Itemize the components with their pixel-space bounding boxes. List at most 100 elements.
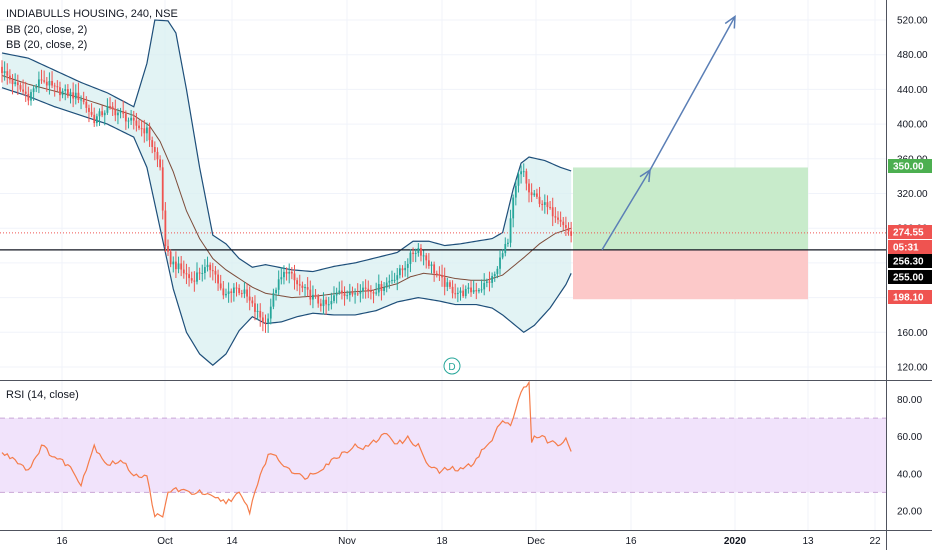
dividend-marker[interactable]: D [443, 357, 461, 375]
candle-body [309, 289, 312, 300]
candle-body [77, 92, 80, 101]
candle-body [333, 295, 335, 302]
candle-body [338, 290, 341, 293]
rsi-line [1, 380, 572, 518]
long-position-tool[interactable] [0, 167, 886, 300]
candle-body [30, 92, 32, 101]
candle-body [203, 267, 206, 273]
candle-body [196, 272, 198, 282]
time-tick-label: 14 [226, 536, 238, 547]
candle-body [69, 92, 72, 97]
candle-body [40, 79, 43, 81]
rsi-legend[interactable]: RSI (14, close) [6, 389, 79, 401]
candle-body [564, 225, 567, 228]
candle-body [317, 296, 320, 304]
candle-body [517, 174, 520, 186]
price-tick-label: 520.00 [897, 16, 928, 27]
candle-body [201, 272, 204, 274]
candle-body [301, 285, 304, 288]
candle-body [327, 304, 330, 306]
candle-body [472, 290, 475, 293]
candle-body [243, 289, 246, 294]
candle-body [433, 264, 436, 274]
candle-body [528, 183, 530, 193]
dividend-marker-label: D [448, 362, 455, 373]
candle-body [348, 292, 351, 296]
candle-body [143, 128, 146, 134]
candle-body [264, 322, 267, 324]
price-label-text: 255.00 [893, 273, 924, 284]
candle-body [483, 282, 486, 290]
rsi-tick-label: 60.00 [897, 432, 922, 443]
candle-body [557, 217, 559, 220]
rsi-pane [0, 380, 886, 518]
candle-body [235, 287, 238, 289]
candle-body [180, 263, 183, 270]
price-tick-label: 160.00 [897, 328, 928, 339]
candle-body [11, 79, 14, 85]
candle-body [127, 120, 130, 122]
rsi-axis[interactable]: 20.00 40.00 60.00 80.00 [897, 395, 922, 518]
price-tick-label: 480.00 [897, 50, 928, 61]
candle-body [6, 71, 9, 76]
candle-body [277, 279, 280, 290]
candle-body [536, 193, 538, 197]
candle-body [396, 275, 399, 280]
target-zone[interactable] [573, 167, 808, 250]
candle-body [169, 251, 172, 265]
bb-legend-1[interactable]: BB (20, close, 2) [6, 24, 87, 36]
price-axis-labels: 350.00 274.55 05:31 256.30 255.00 198.10 [888, 159, 932, 304]
candle-body [117, 112, 119, 116]
candle-body [480, 289, 483, 291]
candle-body [272, 292, 275, 307]
time-tick-label: 18 [436, 536, 448, 547]
candle-body [198, 272, 201, 274]
candle-body [496, 268, 499, 275]
candle-body [95, 116, 98, 124]
time-tick-label: 2020 [724, 536, 747, 547]
candle-body [53, 85, 56, 87]
candle-body [501, 253, 504, 258]
candle-body [451, 286, 454, 294]
candle-body [167, 246, 169, 252]
time-axis[interactable]: 16 Oct 14 Nov 18 Dec 16 2020 13 22 [56, 536, 881, 547]
candle-body [533, 193, 536, 196]
time-tick-label: 13 [802, 536, 814, 547]
candle-body [391, 279, 393, 281]
candle-body [541, 203, 544, 205]
price-label-box [888, 240, 932, 254]
candle-body [380, 284, 383, 291]
candle-body [420, 247, 422, 256]
bb-legend-2[interactable]: BB (20, close, 2) [6, 39, 87, 51]
candle-body [248, 296, 251, 301]
candle-body [9, 75, 11, 80]
candle-body [114, 109, 117, 116]
candle-body [285, 271, 288, 274]
candle-body [80, 99, 82, 101]
candle-body [48, 81, 51, 86]
main-legend: INDIABULLS HOUSING, 240, NSE BB (20, clo… [6, 8, 178, 51]
candle-body [27, 93, 30, 101]
stop-zone[interactable] [573, 249, 808, 300]
candle-body [312, 294, 314, 300]
candle-body [346, 295, 349, 297]
candle-body [377, 284, 380, 293]
candle-body [412, 252, 414, 254]
candle-body [470, 287, 472, 293]
candle-body [427, 260, 430, 266]
candle-body [435, 273, 438, 275]
price-axis[interactable]: 120.00160.00200.00240.00280.00320.00360.… [897, 16, 928, 374]
candle-body [45, 81, 48, 86]
candle-body [314, 294, 317, 297]
candle-body [562, 221, 565, 226]
candle-body [488, 281, 491, 283]
candle-body [222, 288, 225, 296]
candle-body [325, 299, 328, 305]
candle-body [459, 290, 462, 293]
price-tick-label: 400.00 [897, 120, 928, 131]
candle-body [82, 99, 85, 102]
candle-body [85, 101, 88, 108]
projection-arrow[interactable] [601, 15, 736, 251]
candle-body [1, 66, 3, 74]
